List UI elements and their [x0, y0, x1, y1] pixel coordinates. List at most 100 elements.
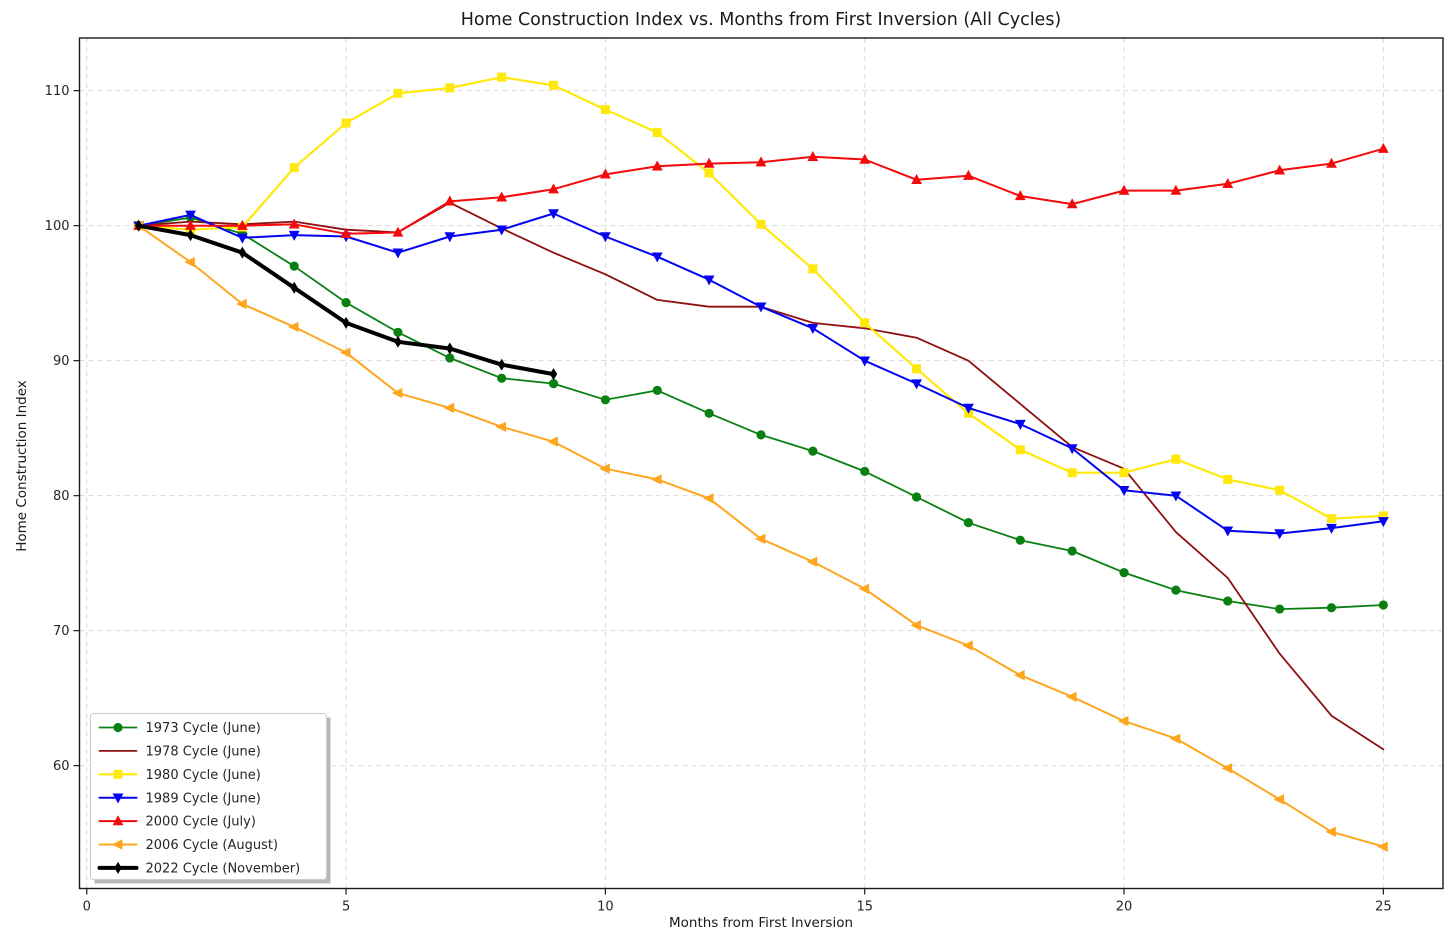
marker-triangle-left: [236, 298, 247, 310]
marker-triangle-left: [1117, 715, 1129, 727]
legend-item: 1973 Cycle (June): [98, 721, 261, 736]
series-2000: [133, 142, 1389, 238]
marker-triangle-left: [962, 640, 973, 651]
series-line: [137, 212, 1385, 535]
x-axis-label: Months from First Inversion: [668, 915, 854, 931]
marker-triangle-up: [1222, 178, 1234, 188]
marker-triangle-left: [1014, 670, 1025, 681]
marker-triangle-left: [1377, 841, 1388, 852]
marker-triangle-down: [807, 324, 819, 335]
marker-triangle-down: [1014, 419, 1026, 430]
marker-triangle-left: [1169, 733, 1181, 744]
marker-diamond: [186, 229, 195, 242]
marker-circle: [860, 466, 870, 476]
marker-circle: [393, 327, 403, 337]
marker-triangle-up: [651, 160, 663, 171]
marker-triangle-down: [1170, 491, 1182, 502]
marker-circle: [113, 722, 123, 733]
marker-circle: [652, 385, 662, 395]
marker-square: [1015, 445, 1025, 455]
marker-square: [600, 105, 610, 115]
marker-triangle-down: [911, 379, 922, 390]
marker-square: [1067, 468, 1077, 478]
y-tick-label: 110: [45, 84, 70, 99]
marker-square: [1326, 514, 1336, 524]
plot-border: [78, 37, 1444, 890]
x-tick-label: 0: [83, 900, 91, 915]
marker-triangle-down: [859, 356, 871, 367]
marker-circle: [1015, 535, 1025, 545]
x-tick-label: 20: [1116, 900, 1133, 915]
marker-square: [393, 88, 403, 98]
marker-triangle-up: [1118, 184, 1130, 195]
legend-item: 1978 Cycle (June): [98, 745, 261, 760]
marker-square: [1223, 474, 1233, 484]
marker-triangle-down: [1066, 444, 1078, 455]
marker-square: [1378, 511, 1388, 521]
marker-triangle-down: [651, 252, 663, 263]
series-1980: [134, 72, 1388, 524]
legend-label: 1989 Cycle (June): [146, 791, 261, 806]
marker-triangle-up: [548, 183, 559, 194]
marker-triangle-up: [755, 156, 767, 167]
marker-triangle-up: [496, 191, 508, 202]
series-1989: [133, 209, 1389, 540]
marker-triangle-up: [1274, 164, 1286, 175]
marker-square: [704, 168, 714, 178]
marker-triangle-up: [963, 169, 974, 180]
marker-triangle-up: [807, 151, 819, 161]
marker-triangle-left: [754, 533, 766, 545]
marker-square: [497, 72, 507, 82]
marker-triangle-left: [111, 839, 123, 850]
chart-title: Home Construction Index vs. Months from …: [460, 10, 1062, 30]
marker-square: [445, 83, 455, 93]
marker-triangle-down: [236, 233, 248, 244]
marker-diamond: [134, 219, 143, 232]
marker-square: [808, 264, 818, 274]
marker-triangle-down: [112, 793, 124, 804]
marker-triangle-down: [1326, 523, 1337, 534]
legend-item: 2006 Cycle (August): [98, 838, 278, 853]
marker-triangle-left: [806, 556, 818, 567]
series-2022: [134, 219, 558, 381]
marker-triangle-down: [444, 232, 456, 243]
marker-circle: [341, 298, 351, 308]
marker-triangle-up: [911, 173, 922, 184]
marker-triangle-left: [599, 463, 610, 474]
marker-circle: [548, 379, 559, 389]
marker-circle: [600, 395, 610, 405]
marker-square: [756, 219, 766, 229]
marker-triangle-left: [910, 620, 921, 631]
y-tick-label: 90: [53, 354, 70, 369]
marker-triangle-up: [340, 227, 352, 238]
marker-triangle-down: [599, 232, 611, 243]
marker-triangle-down: [963, 403, 974, 414]
marker-circle: [1275, 604, 1285, 614]
marker-triangle-left: [495, 421, 507, 432]
marker-circle: [1223, 596, 1233, 606]
marker-triangle-down: [1222, 526, 1234, 537]
marker-square: [912, 364, 922, 374]
marker-triangle-up: [859, 153, 871, 164]
legend-label: 1978 Cycle (June): [146, 745, 261, 760]
marker-square: [549, 80, 559, 90]
marker-square: [289, 163, 299, 173]
marker-square: [652, 128, 662, 137]
marker-triangle-up: [1066, 198, 1078, 209]
y-tick-label: 80: [53, 489, 70, 504]
legend-item: 2000 Cycle (July): [98, 815, 256, 830]
marker-triangle-down: [288, 230, 300, 241]
marker-triangle-up: [1014, 190, 1026, 201]
marker-diamond: [114, 861, 122, 874]
marker-circle: [704, 408, 714, 418]
marker-triangle-down: [185, 210, 196, 221]
marker-square: [113, 769, 123, 779]
marker-triangle-up: [185, 219, 196, 230]
marker-square: [1119, 468, 1129, 478]
x-tick-label: 10: [597, 900, 614, 915]
marker-circle: [1378, 600, 1388, 610]
marker-triangle-up: [444, 195, 456, 206]
marker-square: [1171, 454, 1181, 464]
